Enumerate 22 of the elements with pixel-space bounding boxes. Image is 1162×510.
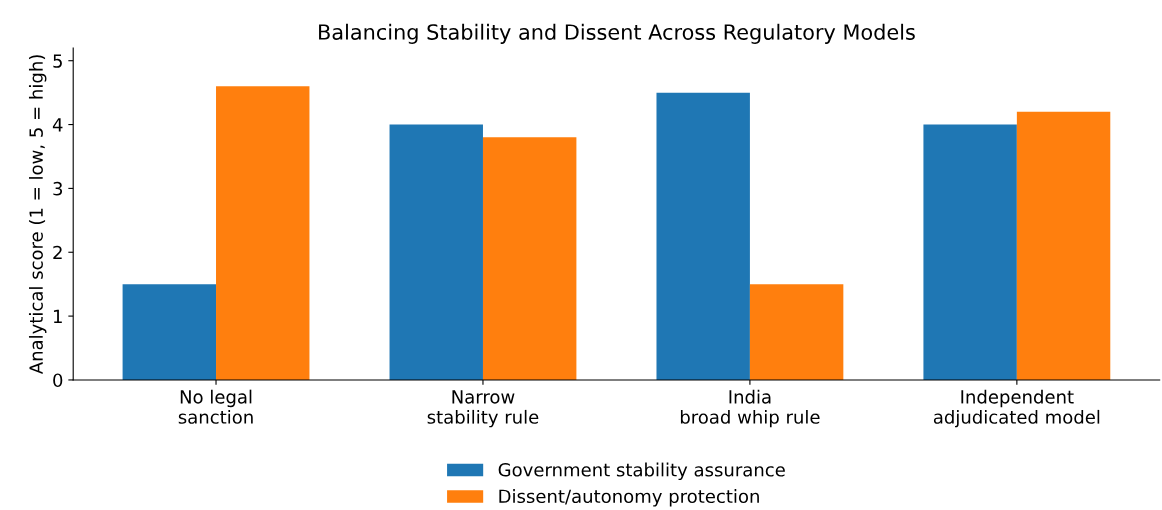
bar	[1016, 111, 1111, 380]
y-tick-label: 3	[53, 181, 63, 196]
bar	[482, 137, 577, 380]
y-tick-label: 1	[53, 309, 62, 323]
y-axis-title: Analytical score (1 = low, 5 = high)	[28, 55, 47, 375]
y-tick-label: 2	[53, 245, 62, 260]
legend-label: Government stability assurance	[498, 462, 785, 481]
x-tick-label: Narrow stability rule	[427, 390, 539, 428]
chart-title: Balancing Stability and Dissent Across Regulatory Models	[319, 23, 915, 44]
x-tick-label: Independent adjudicated model	[933, 389, 1100, 428]
legend-label: Dissent/autonomy protection	[499, 489, 759, 507]
bar	[656, 92, 750, 380]
bar	[389, 124, 483, 380]
y-tick-label: 0	[53, 373, 63, 388]
x-tick-label: India broad whip rule	[680, 389, 820, 428]
y-tick-label: 5	[53, 54, 62, 68]
bar	[216, 86, 310, 380]
y-tick-label: 4	[52, 118, 63, 132]
x-tick-label: No legal sanction	[178, 389, 253, 424]
bar	[122, 284, 217, 380]
bar	[923, 124, 1017, 380]
bar	[749, 284, 844, 380]
